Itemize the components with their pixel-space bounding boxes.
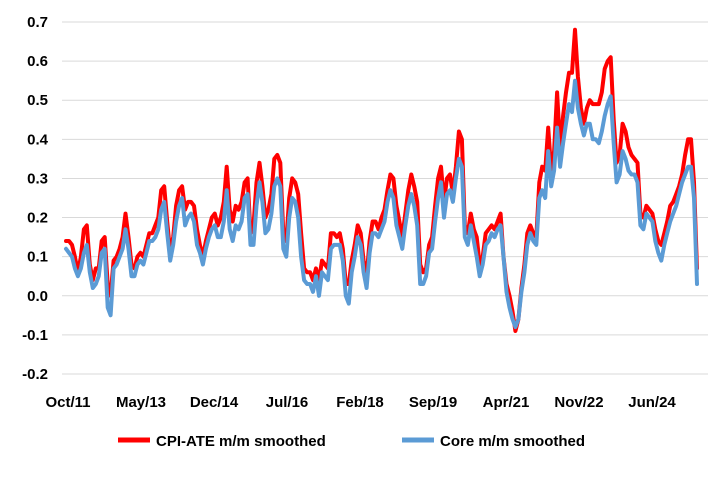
- y-tick-label: 0.0: [27, 288, 48, 305]
- y-tick-label: 0.7: [27, 14, 48, 31]
- y-tick-label: 0.2: [27, 210, 48, 227]
- legend-label-core: Core m/m smoothed: [440, 433, 585, 450]
- series-line-cpi-ate: [64, 27, 699, 333]
- legend-label-cpi-ate: CPI-ATE m/m smoothed: [156, 433, 326, 450]
- x-tick-label: Dec/14: [190, 394, 239, 411]
- x-tick-label: May/13: [116, 394, 166, 411]
- x-tick-label: Oct/11: [45, 394, 90, 411]
- y-tick-label: 0.3: [27, 170, 48, 187]
- series-lines: [64, 27, 699, 333]
- x-tick-label: Feb/18: [336, 394, 384, 411]
- y-tick-label: 0.4: [27, 131, 49, 148]
- y-tick-label: -0.1: [22, 327, 48, 344]
- x-tick-label: Jun/24: [628, 394, 676, 411]
- x-tick-label: Sep/19: [409, 394, 457, 411]
- y-tick-label: -0.2: [22, 366, 48, 383]
- x-tick-label: Apr/21: [483, 394, 530, 411]
- x-axis-tick-labels: Oct/11 May/13 Dec/14 Jul/16 Feb/18 Sep/19 Apr/…: [45, 394, 676, 411]
- y-tick-label: 0.6: [27, 53, 48, 70]
- y-tick-label: 0.5: [27, 92, 48, 109]
- series-line-core: [64, 78, 699, 330]
- legend: CPI-ATE m/m smoothed Core m/m smoothed: [118, 433, 585, 450]
- x-tick-label: Jul/16: [266, 394, 309, 411]
- y-tick-label: 0.1: [27, 249, 48, 266]
- x-tick-label: Nov/22: [554, 394, 603, 411]
- y-axis-tick-labels: -0.2 -0.1 0.0 0.1 0.2 0.3 0.4 0.5 0.6 0.7: [22, 14, 49, 383]
